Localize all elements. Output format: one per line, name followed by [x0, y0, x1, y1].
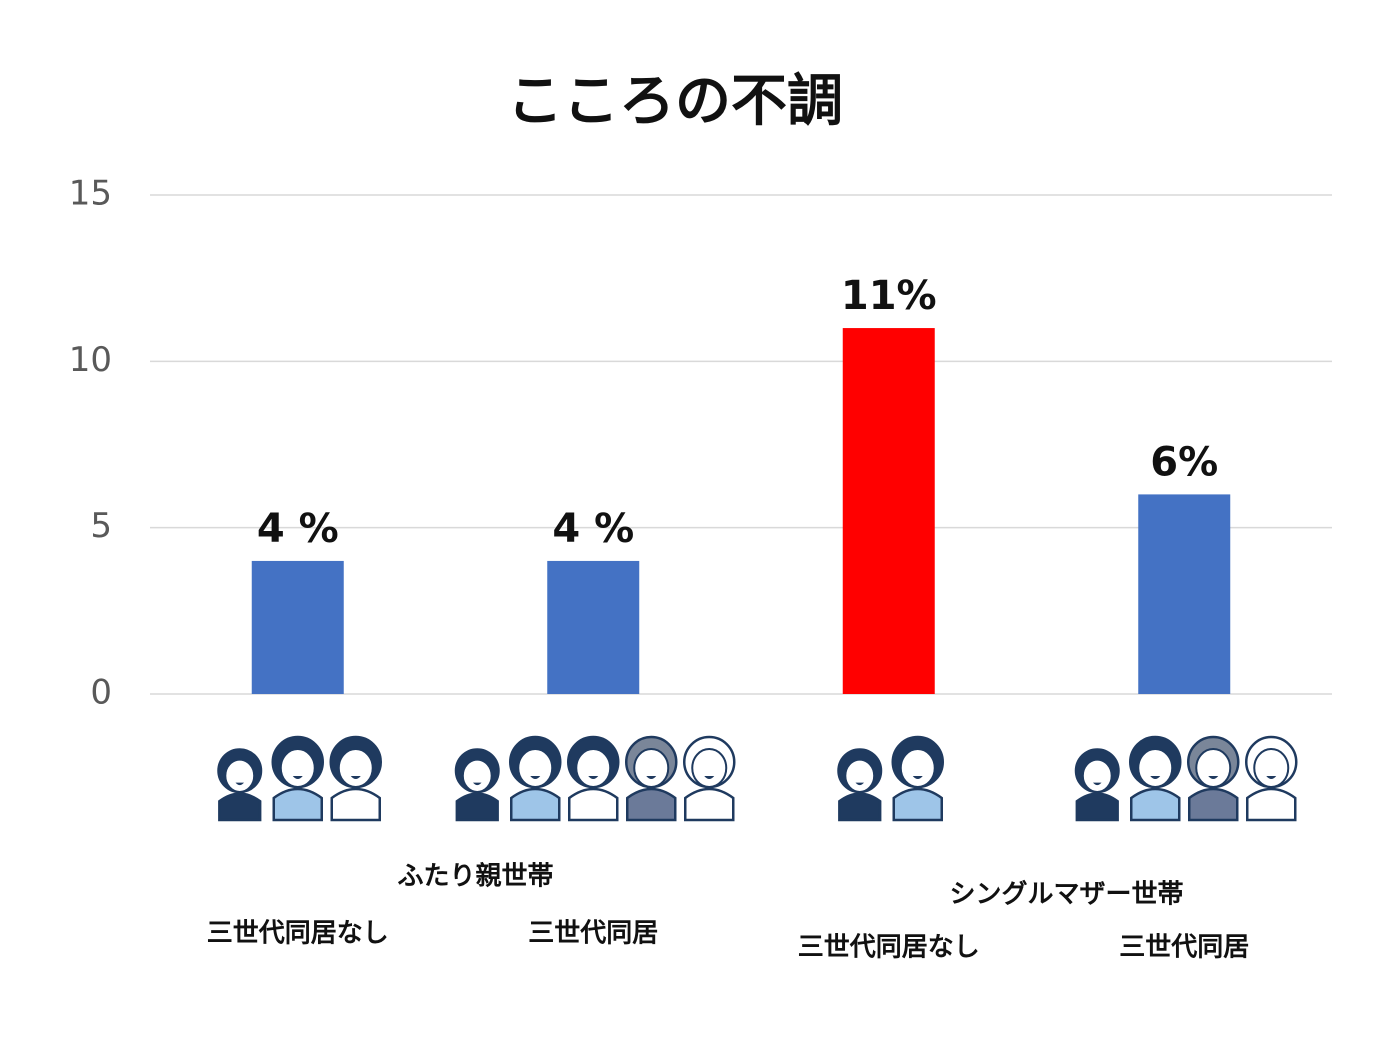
person-face	[575, 748, 612, 788]
person-body	[626, 787, 677, 822]
y-tick-label: 15	[69, 174, 112, 214]
person-face	[899, 748, 936, 788]
person-face	[1195, 748, 1232, 788]
person-face	[517, 748, 554, 788]
person-body	[568, 787, 619, 822]
person-mouth	[855, 782, 864, 786]
person-mouth	[1093, 782, 1102, 786]
person-mouth	[1266, 776, 1277, 779]
value-label: 4 %	[552, 506, 634, 552]
person-mouth	[646, 776, 657, 779]
y-tick-label: 5	[90, 506, 112, 546]
value-label: 6%	[1150, 439, 1218, 485]
x-tick-label: 三世代同居なし	[798, 933, 980, 963]
person-body	[330, 787, 381, 822]
person-body	[1075, 792, 1119, 822]
person-body	[272, 787, 323, 822]
group-label: ふたり親世帯	[397, 862, 553, 892]
person-body	[510, 787, 561, 822]
chart-title: こころの不調	[507, 69, 843, 134]
person-mouth	[473, 782, 482, 786]
person-face	[844, 758, 876, 793]
person-face	[279, 748, 316, 788]
value-label: 4 %	[257, 506, 339, 552]
bar	[251, 560, 344, 694]
y-tick-label: 10	[69, 340, 112, 380]
person-face	[691, 748, 728, 788]
person-face	[1137, 748, 1174, 788]
group-label: シングルマザー世帯	[949, 880, 1183, 910]
person-mouth	[1208, 776, 1219, 779]
value-label: 11%	[841, 273, 937, 319]
person-mouth	[530, 776, 541, 779]
person-body	[684, 787, 735, 822]
person-mouth	[235, 782, 244, 786]
person-mouth	[588, 776, 599, 779]
person-mouth	[350, 776, 361, 779]
x-tick-label: 三世代同居	[1119, 933, 1249, 963]
person-face	[224, 758, 256, 793]
bar	[547, 560, 640, 694]
person-face	[1253, 748, 1290, 788]
person-body	[218, 792, 262, 822]
person-mouth	[1150, 776, 1161, 779]
x-tick-label: 三世代同居	[528, 919, 658, 949]
person-body	[892, 787, 943, 822]
person-face	[337, 748, 374, 788]
person-mouth	[912, 776, 923, 779]
person-body	[455, 792, 499, 822]
x-tick-label: 三世代同居なし	[207, 919, 389, 949]
bar	[842, 328, 935, 694]
person-body	[838, 792, 882, 822]
y-tick-label: 0	[90, 673, 112, 713]
person-mouth	[292, 776, 303, 779]
person-body	[1130, 787, 1181, 822]
person-face	[461, 758, 493, 793]
person-body	[1188, 787, 1239, 822]
person-face	[1081, 758, 1113, 793]
person-face	[633, 748, 670, 788]
person-mouth	[704, 776, 715, 779]
person-body	[1246, 787, 1297, 822]
bar	[1138, 494, 1231, 694]
